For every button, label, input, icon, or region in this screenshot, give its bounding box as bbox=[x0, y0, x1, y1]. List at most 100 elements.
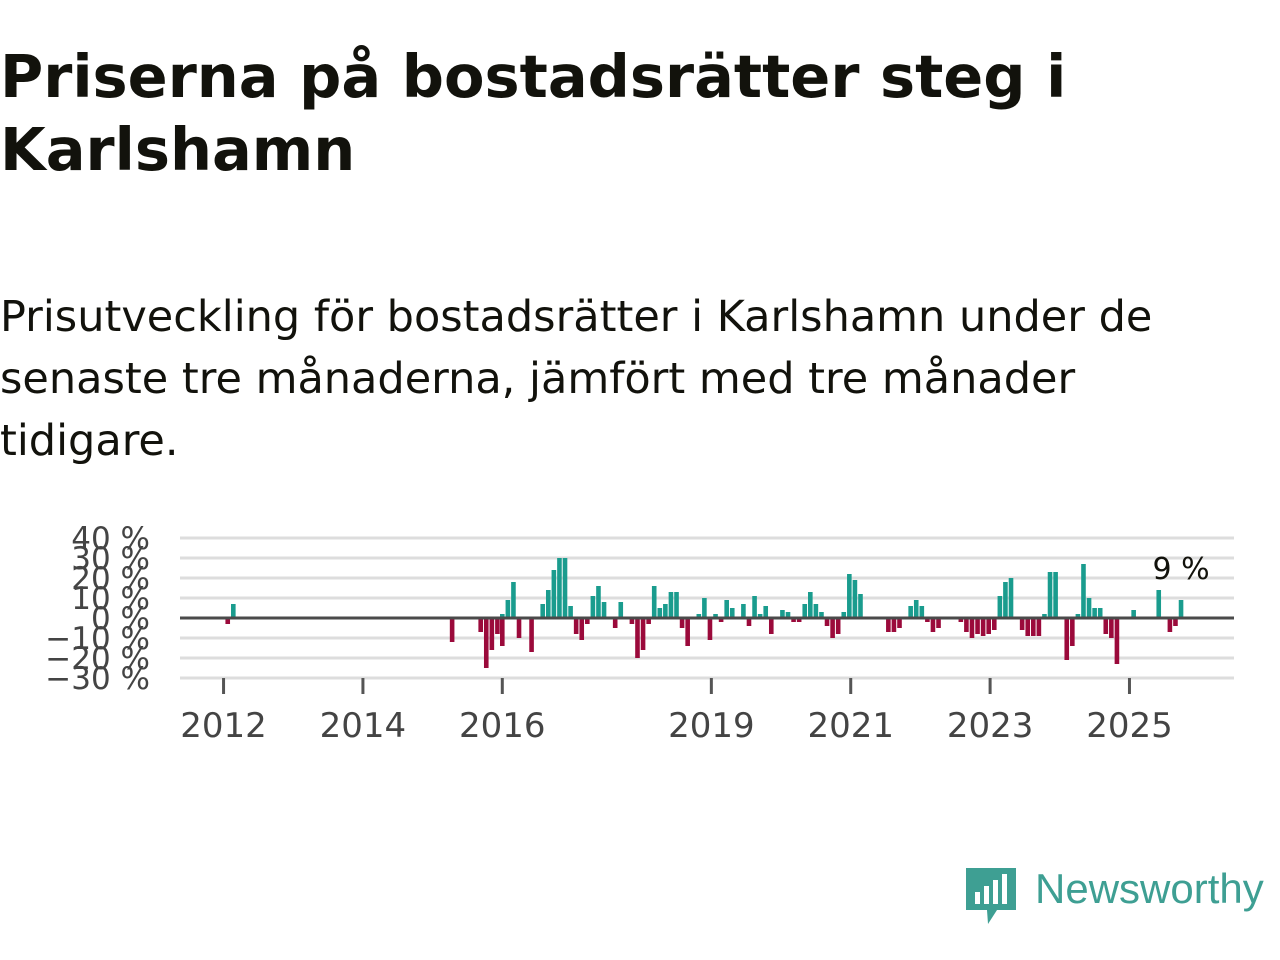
bar-positive bbox=[663, 604, 668, 618]
bar-negative bbox=[1103, 618, 1109, 634]
bar-positive bbox=[858, 594, 863, 618]
bar-negative bbox=[1064, 618, 1070, 660]
bar-positive bbox=[1178, 600, 1184, 618]
bar-positive bbox=[913, 600, 919, 618]
bar-negative bbox=[830, 618, 835, 638]
bar-negative bbox=[925, 618, 930, 622]
bar-positive bbox=[540, 604, 546, 618]
bar-positive bbox=[997, 596, 1003, 618]
bar-positive bbox=[919, 606, 925, 618]
y-tick-label: −30 % bbox=[45, 661, 150, 697]
bar-positive bbox=[545, 590, 551, 618]
bar-negative bbox=[478, 618, 483, 632]
bar-positive bbox=[601, 602, 607, 618]
bar-negative bbox=[579, 618, 585, 640]
bar-positive bbox=[1075, 614, 1081, 618]
bar-negative bbox=[980, 618, 986, 636]
bar-positive bbox=[763, 606, 769, 618]
bar-positive bbox=[651, 586, 657, 618]
bar-negative bbox=[936, 618, 941, 628]
x-tick-label: 2012 bbox=[180, 706, 267, 746]
bar-negative bbox=[791, 618, 796, 622]
bar-positive bbox=[1092, 608, 1097, 618]
bar-positive bbox=[785, 612, 791, 618]
bar-positive bbox=[562, 558, 568, 618]
bar-positive bbox=[511, 582, 516, 618]
bar-positive bbox=[657, 608, 663, 618]
gridlines bbox=[180, 536, 1234, 680]
bar-positive bbox=[819, 612, 824, 618]
bar-positive bbox=[1008, 578, 1014, 618]
newsworthy-logo-text: Newsworthy bbox=[1035, 865, 1264, 912]
bar-positive bbox=[802, 604, 808, 618]
bar-positive bbox=[1081, 564, 1086, 618]
y-axis-tick-labels: 40 %30 %20 %10 %0 %−10 %−20 %−30 % bbox=[45, 521, 150, 697]
bar-positive bbox=[1003, 582, 1008, 618]
bar-positive bbox=[505, 600, 511, 618]
bar-negative bbox=[516, 618, 522, 638]
y-tick-label: −20 % bbox=[45, 641, 150, 677]
bar-positive bbox=[780, 610, 785, 618]
bar-negative bbox=[1019, 618, 1025, 630]
bar-negative bbox=[499, 618, 505, 646]
bar-positive bbox=[713, 614, 718, 618]
bar-positive bbox=[908, 606, 913, 618]
x-tick-label: 2021 bbox=[807, 706, 894, 746]
bar-negative bbox=[958, 618, 964, 622]
newsworthy-logo: Newsworthy bbox=[963, 862, 1280, 928]
y-tick-label: 40 % bbox=[71, 521, 150, 557]
chart-title: Priserna på bostadsrätter steg i Karlsha… bbox=[0, 42, 1067, 184]
bar-negative bbox=[707, 618, 713, 640]
bar-negative bbox=[796, 618, 802, 622]
x-tick-label: 2019 bbox=[668, 706, 755, 746]
bar-negative bbox=[679, 618, 685, 628]
price-change-chart: 40 %30 %20 %10 %0 %−10 %−20 %−30 % 2012 2… bbox=[45, 521, 1234, 746]
bar-negative bbox=[835, 618, 841, 634]
bar-negative bbox=[585, 618, 590, 624]
bar-positive bbox=[499, 614, 505, 618]
bar-negative bbox=[930, 618, 936, 632]
x-axis: 2012 2014 2016 2019 2021 2023 2025 bbox=[180, 678, 1173, 746]
bar-negative bbox=[886, 618, 891, 632]
bar-positive bbox=[702, 598, 707, 618]
bar-positive bbox=[1131, 610, 1136, 618]
bar-positive bbox=[808, 592, 813, 618]
bar-negative bbox=[746, 618, 752, 626]
bar-positive bbox=[1047, 572, 1053, 618]
bar-positive bbox=[841, 612, 847, 618]
bar-negative bbox=[635, 618, 640, 658]
y-tick-label: 0 % bbox=[91, 601, 150, 637]
bar-negative bbox=[495, 618, 500, 634]
bar-negative bbox=[449, 618, 455, 642]
bar-negative bbox=[573, 618, 579, 634]
bar-negative bbox=[824, 618, 830, 626]
bar-positive bbox=[1053, 572, 1058, 618]
bars bbox=[225, 558, 1184, 668]
bar-positive bbox=[852, 580, 858, 618]
bar-negative bbox=[646, 618, 651, 624]
last-value-label: 9 % bbox=[1152, 552, 1209, 587]
bar-positive bbox=[752, 596, 757, 618]
bar-positive bbox=[847, 574, 852, 618]
bar-negative bbox=[975, 618, 980, 634]
bar-negative bbox=[1114, 618, 1120, 664]
y-tick-label: 30 % bbox=[71, 541, 150, 577]
bar-positive bbox=[757, 614, 763, 618]
chart-subtitle: Prisutveckling för bostadsrätter i Karls… bbox=[0, 292, 1153, 466]
bar-positive bbox=[674, 592, 679, 618]
bar-positive bbox=[618, 602, 624, 618]
bar-negative bbox=[986, 618, 992, 634]
bar-negative bbox=[1025, 618, 1031, 636]
bar-negative bbox=[768, 618, 774, 634]
x-tick-label: 2023 bbox=[947, 706, 1034, 746]
bar-negative bbox=[891, 618, 897, 632]
x-tick-label: 2016 bbox=[459, 706, 546, 746]
bar-negative bbox=[1109, 618, 1114, 638]
bar-negative bbox=[897, 618, 902, 628]
bar-positive bbox=[568, 606, 573, 618]
bar-positive bbox=[590, 596, 596, 618]
bar-positive bbox=[729, 608, 735, 618]
bar-negative bbox=[991, 618, 997, 630]
bar-negative bbox=[225, 618, 231, 624]
bar-negative bbox=[1036, 618, 1042, 636]
